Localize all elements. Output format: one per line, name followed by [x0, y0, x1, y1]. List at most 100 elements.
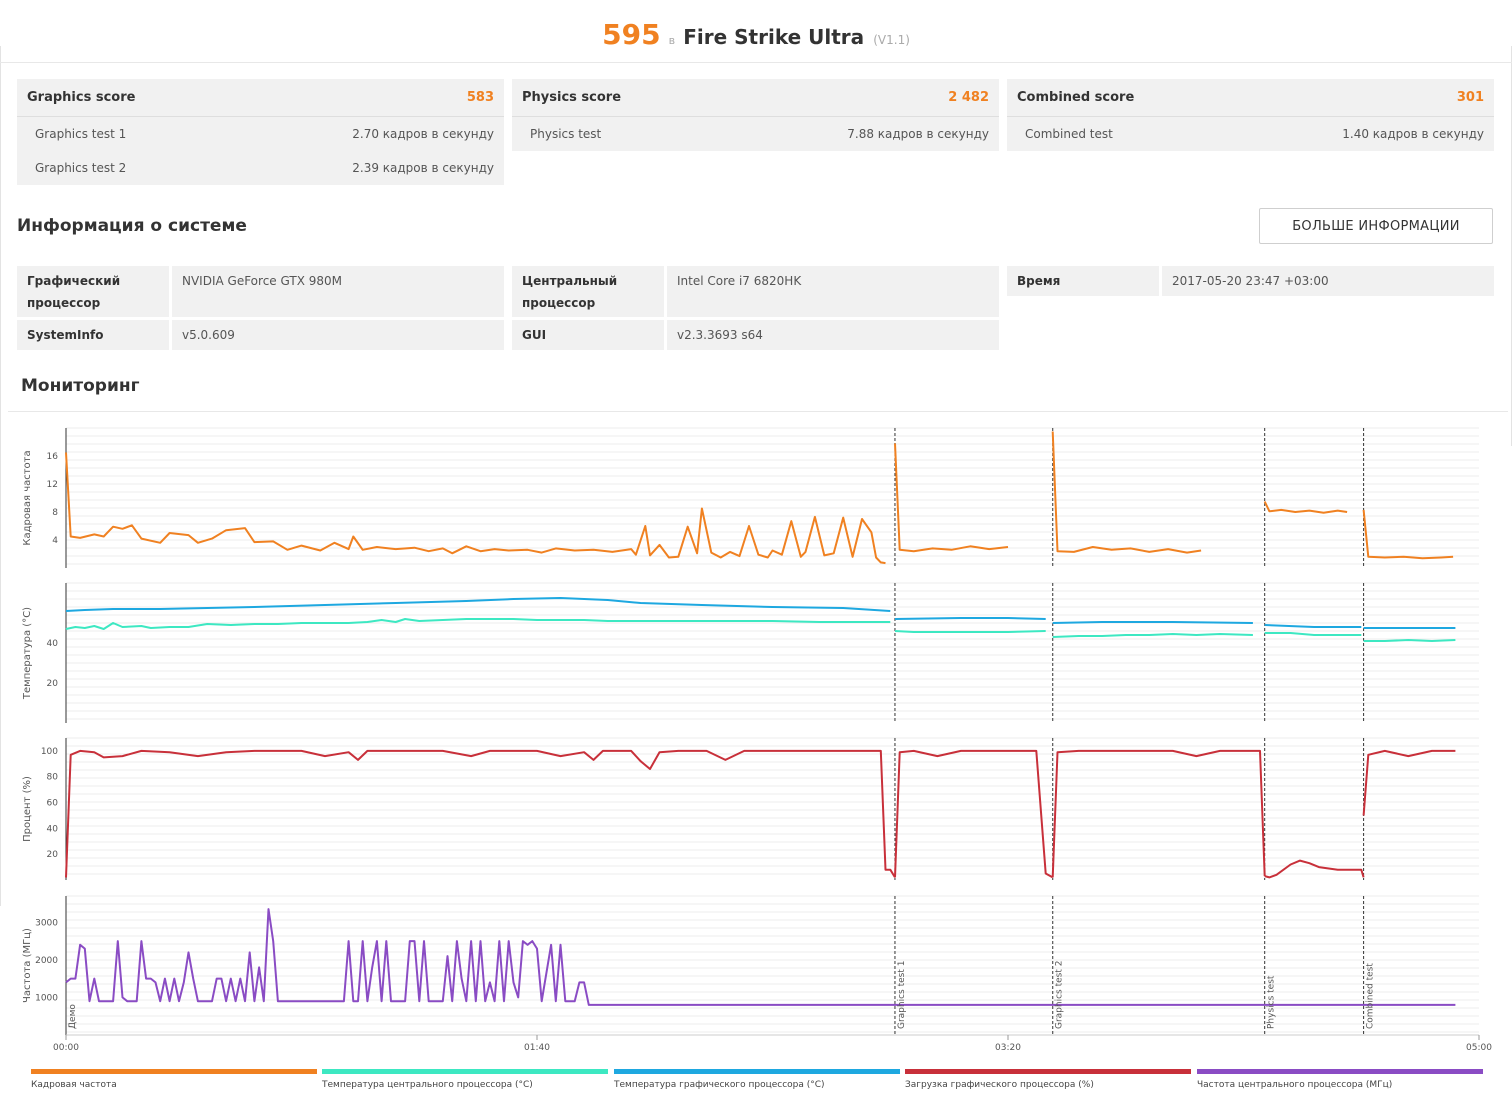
legend-label-fps: Кадровая частота	[31, 1080, 117, 1090]
series-line	[1363, 639, 1456, 642]
phase-label: Physics test	[1267, 975, 1277, 1029]
graphics-test-2-label: Graphics test 2	[35, 161, 127, 175]
legend-swatch-cpu-temp	[322, 1069, 608, 1074]
legend-swatch-gpu-load	[905, 1069, 1191, 1074]
y-axis-label: Температура (°C)	[22, 607, 33, 700]
series-line	[1052, 621, 1253, 624]
physics-score-header: Physics score 2 482	[512, 79, 999, 117]
physics-score-box: Physics score 2 482 Physics test 7.88 ка…	[512, 79, 999, 151]
y-tick-label: 20	[47, 679, 59, 689]
legend-label-gpu-temp: Температура графического процессора (°C)	[614, 1080, 825, 1090]
x-tick-label: 05:00	[1466, 1043, 1492, 1053]
y-tick-label: 80	[47, 773, 59, 783]
y-tick-label: 40	[47, 639, 59, 649]
series-line	[1263, 501, 1348, 514]
phase-label: Graphics test 1	[897, 961, 907, 1029]
x-tick-label: 01:40	[524, 1043, 550, 1053]
systeminfo-label: SystemInfo	[17, 320, 169, 350]
series-line	[1264, 632, 1362, 636]
legend-item-cpu-temp[interactable]: Температура центрального процессора (°C)	[322, 1069, 608, 1090]
y-tick-label: 4	[52, 536, 58, 546]
series-line	[894, 617, 1046, 620]
graphics-test-1-label: Graphics test 1	[35, 127, 127, 141]
system-info-title: Информация о системе	[17, 216, 247, 236]
combined-score-value: 301	[1456, 90, 1484, 105]
frame-line-left	[0, 46, 1, 906]
phase-label: Graphics test 2	[1055, 961, 1065, 1029]
y-tick-label: 2000	[35, 956, 58, 966]
graphics-test-1-row: Graphics test 1 2.70 кадров в секунду	[17, 117, 504, 151]
series-line	[65, 452, 886, 565]
legend-swatch-gpu-temp	[614, 1069, 900, 1074]
y-tick-label: 12	[47, 480, 58, 490]
overall-score: 595	[602, 18, 661, 51]
legend-item-gpu-temp[interactable]: Температура графического процессора (°C)	[614, 1069, 900, 1090]
monitoring-chart: 16 12 8 4 Кадровая частота 40 20 Температура (°…	[22, 427, 1492, 1053]
series-line	[894, 443, 1009, 553]
graphics-score-header: Graphics score 583	[17, 79, 504, 117]
series-line	[1052, 633, 1253, 638]
gui-label: GUI	[512, 320, 664, 350]
physics-test-value: 7.88 кадров в секунду	[847, 127, 989, 141]
series-line	[65, 749, 896, 878]
combined-score-header: Combined score 301	[1007, 79, 1494, 117]
x-tick-label: 03:20	[995, 1043, 1021, 1053]
legend-item-fps[interactable]: Кадровая частота	[31, 1069, 317, 1090]
legend-label-gpu-load: Загрузка графического процессора (%)	[905, 1080, 1094, 1090]
time-label: Время	[1007, 266, 1159, 296]
graphics-score-box: Graphics score 583 Graphics test 1 2.70 …	[17, 79, 504, 185]
score-in-label: в	[668, 34, 676, 47]
series-line	[1051, 431, 1202, 554]
time-value: 2017-05-20 23:47 +03:00	[1162, 266, 1494, 296]
series-line	[65, 597, 891, 612]
series-line	[65, 908, 1456, 1006]
combined-score-title: Combined score	[1017, 90, 1135, 105]
series-line	[894, 749, 1054, 879]
y-tick-label: 3000	[35, 918, 58, 928]
y-tick-label: 16	[47, 452, 59, 462]
legend-item-cpu-clock[interactable]: Частота центрального процессора (МГц)	[1197, 1069, 1483, 1090]
graphics-test-1-value: 2.70 кадров в секунду	[352, 127, 494, 141]
series-line	[1051, 749, 1266, 878]
y-tick-label: 100	[41, 747, 58, 757]
phase-label: Combined test	[1366, 963, 1376, 1029]
series-line	[894, 630, 1046, 633]
physics-test-label: Physics test	[530, 127, 602, 141]
score-header: 595 в Fire Strike Ultra (V1.1)	[0, 18, 1512, 51]
legend-item-gpu-load[interactable]: Загрузка графического процессора (%)	[905, 1069, 1191, 1090]
series-line	[1362, 509, 1454, 560]
cpu-value: Intel Core i7 6820HK	[667, 266, 999, 317]
combined-test-value: 1.40 кадров в секунду	[1342, 127, 1484, 141]
combined-score-box: Combined score 301 Combined test 1.40 ка…	[1007, 79, 1494, 151]
combined-test-label: Combined test	[1025, 127, 1113, 141]
y-tick-label: 8	[52, 508, 58, 518]
gpu-value: NVIDIA GeForce GTX 980M	[172, 266, 504, 317]
series-line	[1264, 859, 1365, 879]
more-info-button[interactable]: БОЛЬШЕ ИНФОРМАЦИИ	[1259, 208, 1493, 244]
y-axis-label: Кадровая частота	[22, 450, 33, 545]
graphics-test-2-value: 2.39 кадров в секунду	[352, 161, 494, 175]
y-tick-label: 60	[47, 799, 59, 809]
combined-test-row: Combined test 1.40 кадров в секунду	[1007, 117, 1494, 151]
benchmark-version: (V1.1)	[873, 33, 910, 47]
series-line	[1362, 749, 1456, 816]
physics-score-title: Physics score	[522, 90, 622, 105]
legend-swatch-cpu-clock	[1197, 1069, 1483, 1074]
header-divider	[0, 62, 1512, 63]
series-line	[1264, 624, 1362, 628]
y-tick-label: 20	[47, 850, 59, 860]
y-tick-label: 1000	[35, 993, 58, 1003]
legend-swatch-fps	[31, 1069, 317, 1074]
series-line	[65, 618, 891, 630]
x-tick-label: 00:00	[53, 1043, 79, 1053]
y-axis-label: Частота (МГц)	[22, 928, 33, 1003]
gui-value: v2.3.3693 s64	[667, 320, 999, 350]
physics-score-value: 2 482	[948, 90, 989, 105]
monitoring-title: Мониторинг	[21, 376, 140, 396]
graphics-score-value: 583	[466, 90, 494, 105]
phase-label: Демо	[68, 1004, 78, 1029]
y-tick-label: 40	[47, 824, 59, 834]
gpu-label: Графический процессор	[17, 266, 169, 317]
cpu-label: Центральный процессор	[512, 266, 664, 317]
monitoring-divider	[8, 411, 1508, 412]
